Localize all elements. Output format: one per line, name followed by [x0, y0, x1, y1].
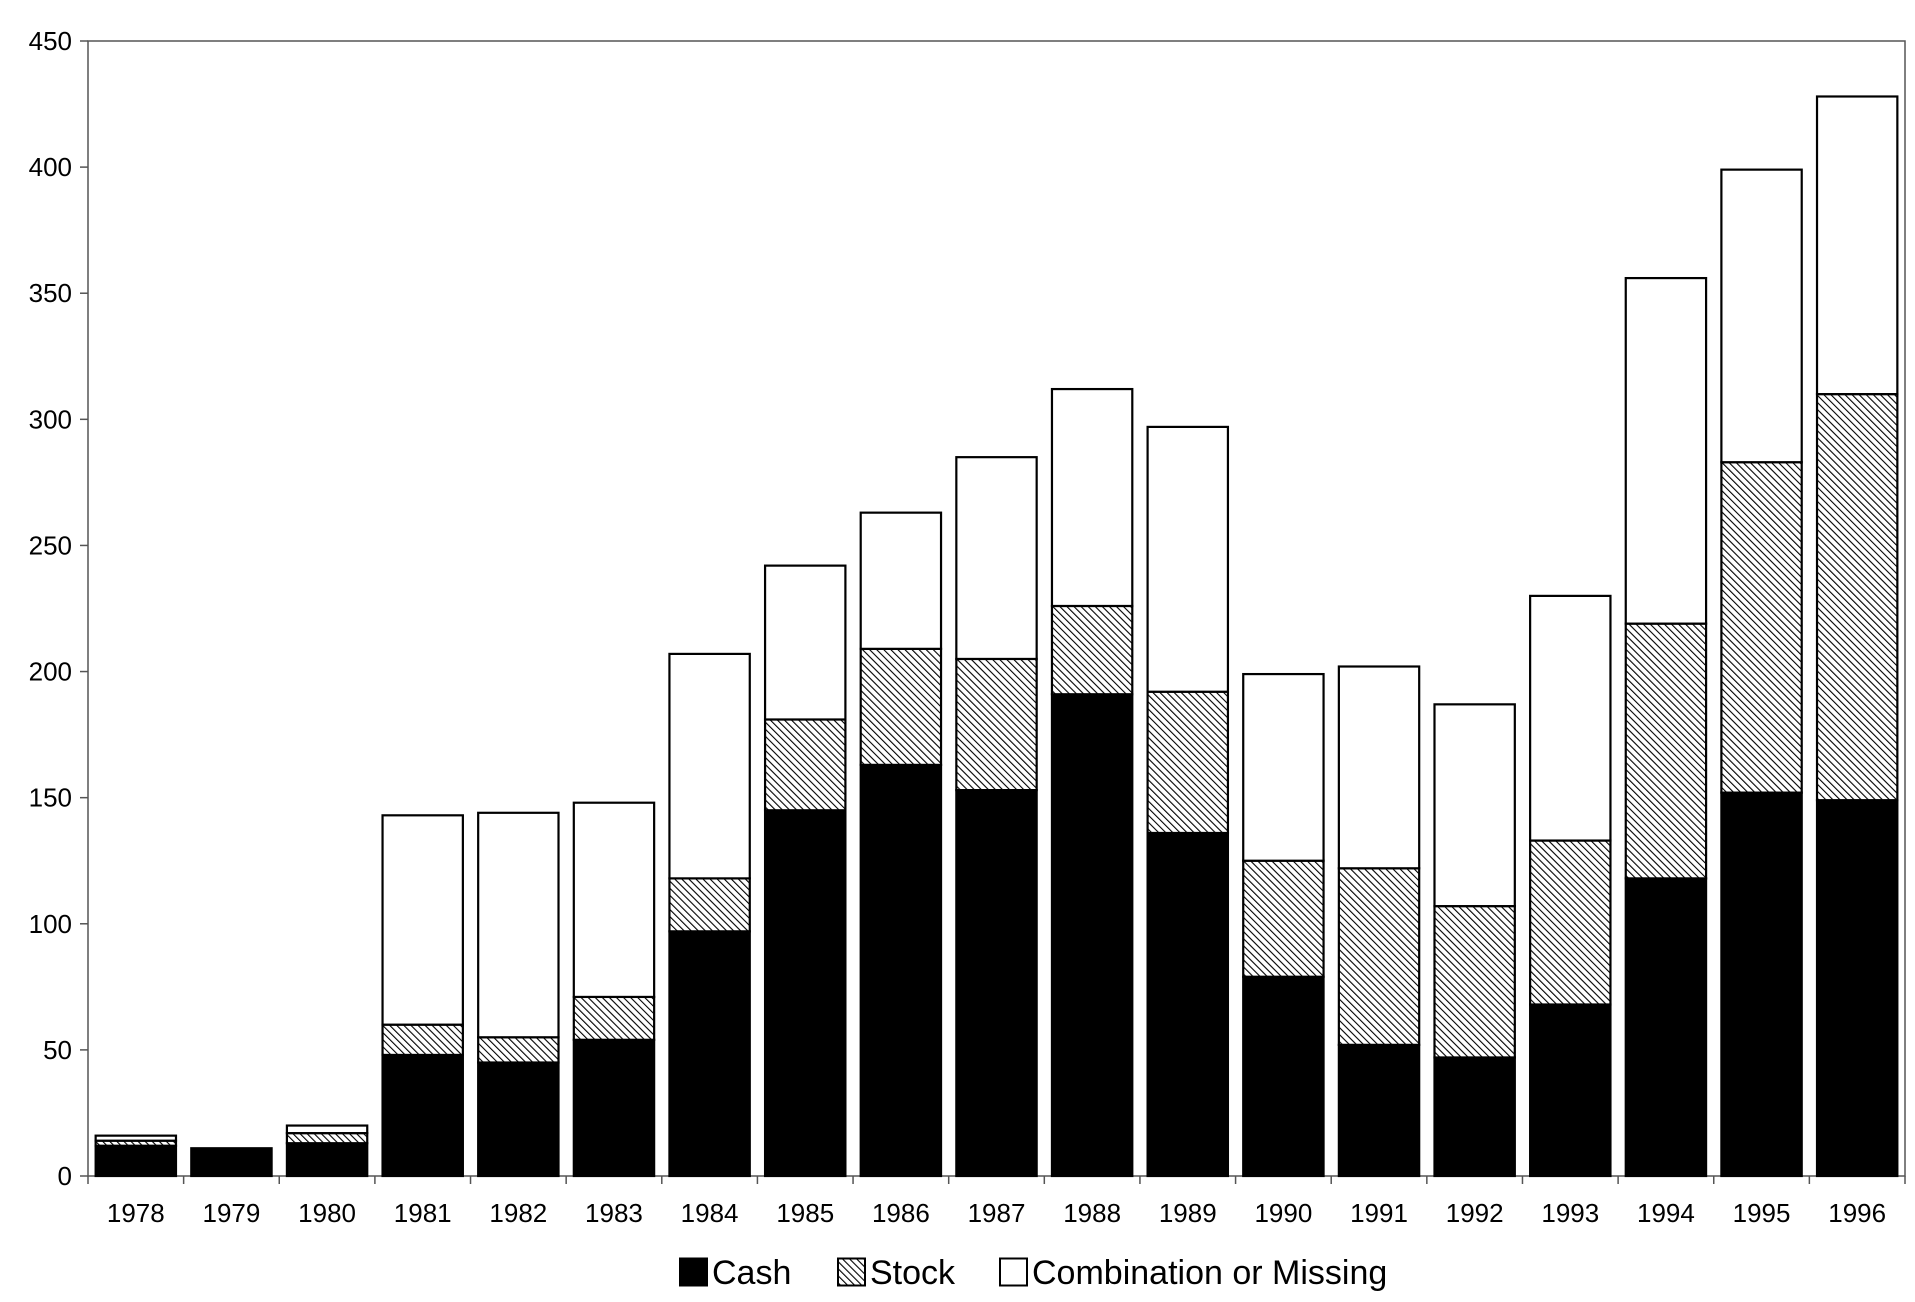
bar-combination-or-missing-1987	[955, 456, 1038, 661]
x-tick-label: 1994	[1637, 1198, 1695, 1228]
bar-cash-1980	[285, 1142, 369, 1178]
x-tick-label: 1980	[298, 1198, 356, 1228]
bar-cash-1989	[1146, 831, 1230, 1178]
y-tick-label: 450	[29, 26, 72, 56]
x-tick-label: 1988	[1063, 1198, 1121, 1228]
x-tick-label: 1981	[394, 1198, 452, 1228]
bar-combination-or-missing-1982	[477, 811, 560, 1039]
bar-combination-or-missing-1990	[1242, 672, 1325, 862]
bar-cash-1988	[1050, 693, 1134, 1178]
bar-cash-1986	[859, 763, 943, 1178]
bar-cash-1987	[955, 788, 1038, 1178]
y-tick-label: 50	[43, 1035, 72, 1065]
bar-cash-1985	[763, 809, 847, 1178]
bar-combination-or-missing-1986	[859, 511, 943, 650]
bar-stock-1988	[1050, 604, 1134, 696]
bar-stock-1982	[477, 1036, 560, 1064]
bar-stock-1981	[381, 1023, 464, 1057]
bar-combination-or-missing-1984	[668, 652, 751, 880]
y-tick-label: 350	[29, 278, 72, 308]
bar-stock-1985	[763, 718, 847, 812]
y-tick-label: 300	[29, 404, 72, 434]
bar-cash-1994	[1624, 877, 1708, 1178]
bar-cash-1981	[381, 1053, 464, 1178]
bar-cash-1979	[190, 1147, 273, 1178]
bar-combination-or-missing-1989	[1146, 425, 1230, 693]
x-tick-label: 1987	[968, 1198, 1026, 1228]
bar-stock-1984	[668, 877, 751, 933]
x-tick-label: 1982	[489, 1198, 547, 1228]
x-axis: 1978 1979 1980 1981 1982 1983 1984 1985 1986 1987…	[87, 1176, 1906, 1228]
bar-stock-1991	[1337, 867, 1421, 1046]
bar-combination-or-missing-1992	[1433, 703, 1516, 908]
bar-cash-1992	[1433, 1056, 1516, 1178]
bar-cash-1996	[1815, 799, 1899, 1178]
bar-combination-or-missing-1993	[1529, 594, 1612, 842]
bar-combination-or-missing-1983	[572, 801, 656, 999]
bar-stock-1993	[1529, 839, 1612, 1006]
x-tick-label: 1986	[872, 1198, 930, 1228]
y-tick-label: 150	[29, 783, 72, 813]
bar-stock-1980	[285, 1132, 369, 1145]
bar-combination-or-missing-1978	[94, 1134, 178, 1142]
bar-stock-1996	[1815, 393, 1899, 802]
x-tick-label: 1990	[1254, 1198, 1312, 1228]
bar-combination-or-missing-1995	[1720, 168, 1803, 464]
x-tick-label: 1983	[585, 1198, 643, 1228]
x-tick-label: 1991	[1350, 1198, 1408, 1228]
legend-swatch-combination-or-missing	[999, 1257, 1028, 1287]
bar-cash-1990	[1242, 975, 1325, 1178]
legend-label-stock: Stock	[870, 1254, 956, 1292]
y-tick-label: 400	[29, 152, 72, 182]
bar-stock-1995	[1720, 461, 1803, 794]
bars-group	[94, 95, 1899, 1178]
bar-stock-1987	[955, 657, 1038, 792]
x-tick-label: 1995	[1733, 1198, 1791, 1228]
bar-cash-1993	[1529, 1003, 1612, 1178]
bar-cash-1995	[1720, 791, 1803, 1178]
bar-combination-or-missing-1988	[1050, 387, 1134, 608]
bar-stock-1983	[572, 995, 656, 1041]
x-tick-label: 1992	[1446, 1198, 1504, 1228]
bar-cash-1983	[572, 1038, 656, 1178]
x-tick-label: 1985	[776, 1198, 834, 1228]
x-tick-label: 1984	[681, 1198, 739, 1228]
legend-label-combination-or-missing: Combination or Missing	[1032, 1254, 1387, 1292]
bar-combination-or-missing-1980	[285, 1124, 369, 1135]
legend-swatch-stock	[837, 1257, 866, 1287]
y-axis: 0 50 100 150 200 250 300 350 400 450	[29, 26, 88, 1191]
legend-swatch-cash	[679, 1257, 708, 1287]
y-tick-label: 100	[29, 909, 72, 939]
bar-combination-or-missing-1981	[381, 814, 464, 1026]
y-tick-label: 200	[29, 657, 72, 687]
x-tick-label: 1978	[107, 1198, 165, 1228]
bar-stock-1992	[1433, 905, 1516, 1059]
bar-combination-or-missing-1991	[1337, 665, 1421, 870]
x-tick-label: 1979	[203, 1198, 261, 1228]
bar-cash-1978	[94, 1144, 178, 1178]
y-tick-label: 250	[29, 530, 72, 560]
bar-cash-1982	[477, 1061, 560, 1178]
bar-cash-1984	[668, 930, 751, 1178]
x-tick-label: 1996	[1828, 1198, 1886, 1228]
x-tick-label: 1993	[1541, 1198, 1599, 1228]
bar-combination-or-missing-1994	[1624, 276, 1708, 625]
bar-stock-1989	[1146, 690, 1230, 835]
bar-stock-1990	[1242, 859, 1325, 978]
bar-cash-1991	[1337, 1043, 1421, 1178]
bar-combination-or-missing-1996	[1815, 95, 1899, 396]
bar-stock-1994	[1624, 622, 1708, 880]
legend: Cash Stock Combination or Missing	[679, 1254, 1387, 1292]
x-tick-label: 1989	[1159, 1198, 1217, 1228]
bar-combination-or-missing-1985	[763, 564, 847, 721]
bar-stock-1986	[859, 647, 943, 766]
legend-label-cash: Cash	[712, 1254, 791, 1292]
y-tick-label: 0	[58, 1161, 72, 1191]
